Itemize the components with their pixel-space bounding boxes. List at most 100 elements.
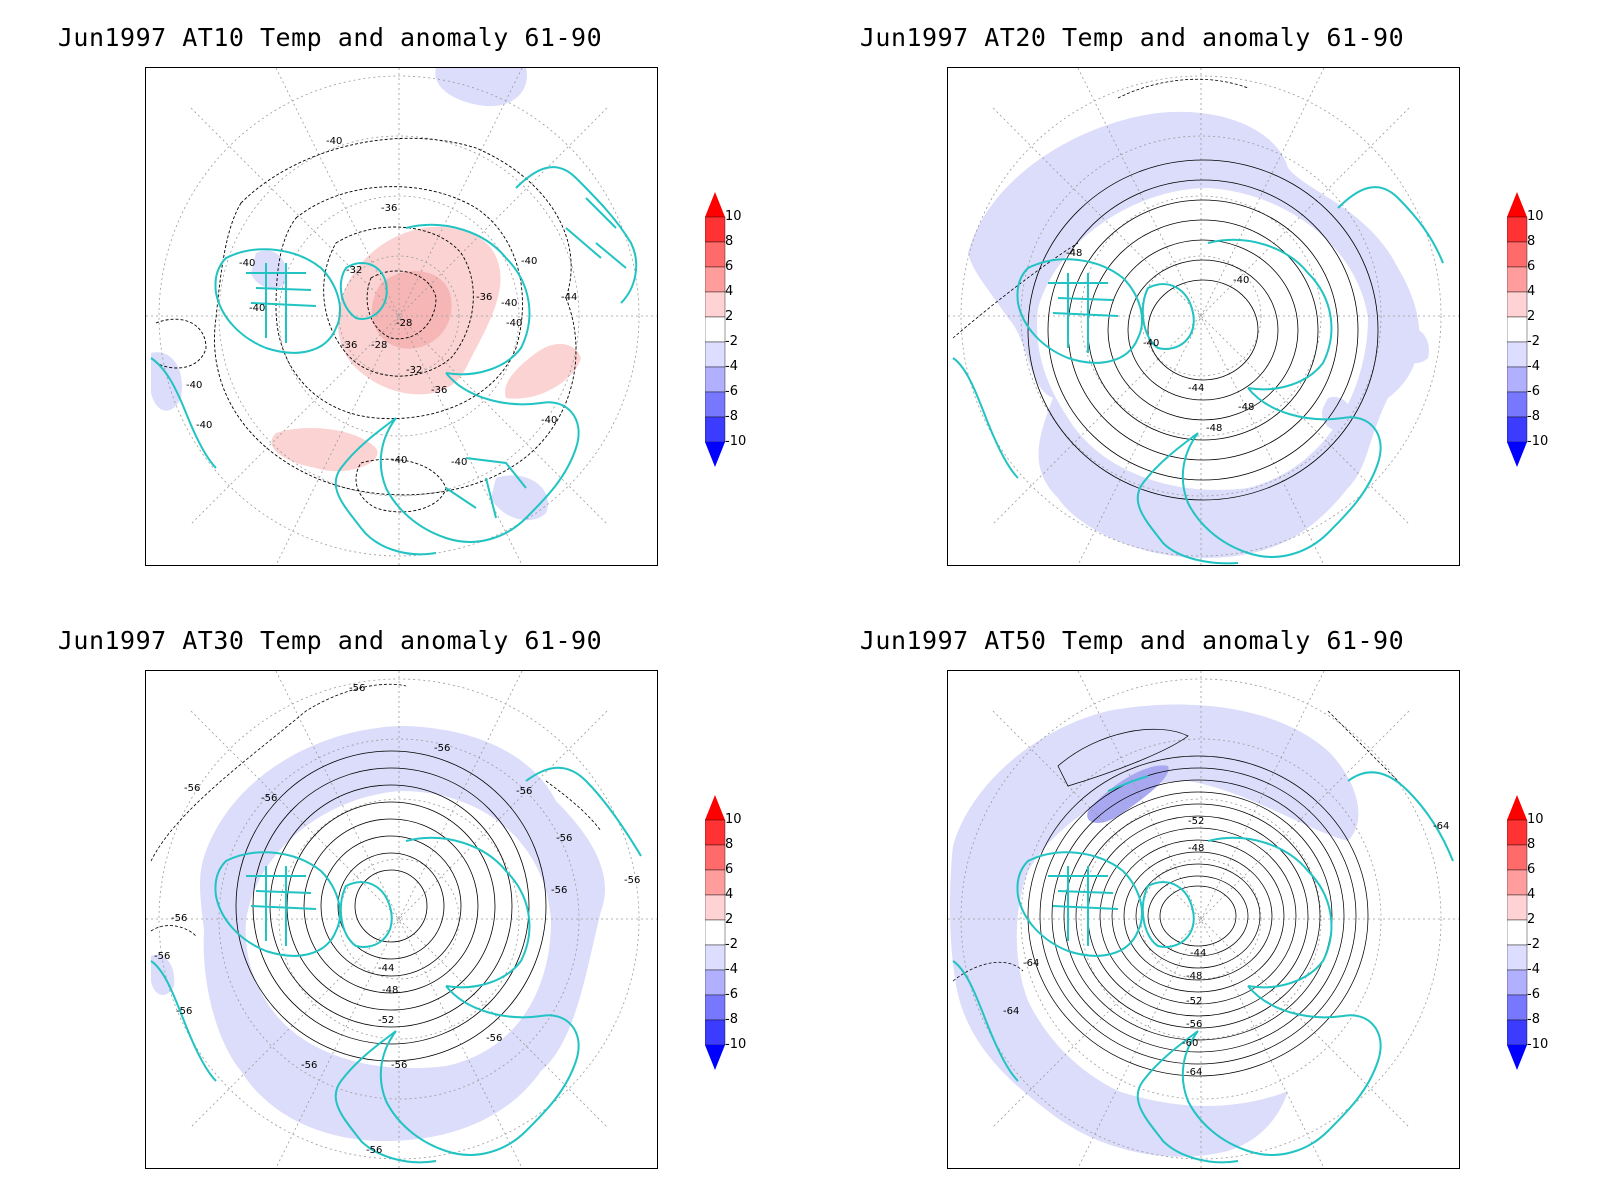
colorbar-swatch xyxy=(1507,341,1528,368)
colorbar-swatch xyxy=(1507,416,1528,443)
contour-label: -56 xyxy=(556,833,572,844)
colorbar-swatch xyxy=(705,291,726,318)
contour-label: -56 xyxy=(171,913,187,924)
colorbar-label: -4 xyxy=(1527,359,1540,374)
map-canvas: -40 -36 -32 -28 -28 -36 -32 -36 -40 -40 … xyxy=(146,68,657,565)
contour-label: -56 xyxy=(624,875,640,886)
colorbar: 10 8 6 4 2 -2 -4 -6 -8 -10 xyxy=(1507,795,1567,1075)
contour-label: -48 xyxy=(1066,248,1082,259)
colorbar-swatch xyxy=(1507,1019,1528,1046)
colorbar-swatch xyxy=(1507,919,1528,946)
colorbar-label: -10 xyxy=(1527,1037,1549,1052)
contour-label: -32 xyxy=(406,365,422,376)
colorbar-swatch xyxy=(1507,316,1528,343)
colorbar-label: -4 xyxy=(1527,962,1540,977)
colorbar-swatches xyxy=(1507,192,1528,467)
panel-title: Jun1997 AT50 Temp and anomaly 61-90 xyxy=(859,626,1405,655)
contour-label: -56 xyxy=(366,1145,382,1156)
polar-map: -40 -36 -32 -28 -28 -36 -32 -36 -40 -40 … xyxy=(145,67,658,566)
colorbar-swatch xyxy=(1507,366,1528,393)
panel-at50: Jun1997 AT50 Temp and anomaly 61-90 xyxy=(802,618,1548,1178)
contour-label: -56 xyxy=(486,1033,502,1044)
contour-label: -56 xyxy=(176,1006,192,1017)
colorbar-swatch xyxy=(1507,819,1528,846)
colorbar-label: -10 xyxy=(1527,434,1549,449)
contour-label: -28 xyxy=(396,318,412,329)
colorbar-label: 6 xyxy=(725,259,734,274)
colorbar-swatch xyxy=(1507,994,1528,1021)
colorbar-label: -4 xyxy=(725,962,738,977)
contour-label: -40 xyxy=(1143,338,1159,349)
contour-labels: -40 -40 -44 -48 -48 -48 xyxy=(1066,248,1254,434)
contour-label: -56 xyxy=(1186,1019,1202,1030)
map-canvas: -56 -56 -56 -56 -56 -56 -56 -56 -44 -48 … xyxy=(146,671,657,1168)
contour-label: -40 xyxy=(451,457,467,468)
contour-label: -40 xyxy=(249,303,265,314)
colorbar-label: -10 xyxy=(725,1037,747,1052)
contour-label: -48 xyxy=(1188,843,1204,854)
colorbar-label: -2 xyxy=(725,334,738,349)
anomaly-patch-negative xyxy=(200,726,605,1141)
contour-label: -56 xyxy=(551,885,567,896)
colorbar-label: 10 xyxy=(1527,209,1544,224)
colorbar-arrow-top xyxy=(1507,795,1527,820)
colorbar-label: -6 xyxy=(725,987,738,1002)
panel-at20: Jun1997 AT20 Temp and anomaly 61-90 xyxy=(802,15,1548,575)
coastlines xyxy=(952,186,1444,565)
colorbar-label: 2 xyxy=(1527,309,1536,324)
isotherms xyxy=(150,683,602,1062)
colorbar-swatches xyxy=(1507,795,1528,1070)
colorbar-label: 8 xyxy=(1527,234,1536,249)
contour-label: -56 xyxy=(349,683,365,694)
contour-label: -40 xyxy=(186,380,202,391)
coastlines xyxy=(150,766,642,1164)
colorbar-swatch xyxy=(705,391,726,418)
contour-label: -36 xyxy=(476,292,492,303)
colorbar-label: 10 xyxy=(1527,812,1544,827)
anomaly-patch-positive xyxy=(505,343,581,399)
contour-label: -40 xyxy=(521,256,537,267)
colorbar-label: 6 xyxy=(1527,259,1536,274)
colorbar-swatches xyxy=(705,192,726,467)
contour-label: -40 xyxy=(506,318,522,329)
anomaly-patch-negative xyxy=(1322,397,1352,431)
anomaly-patch-positive xyxy=(271,428,378,472)
map-canvas: -40 -40 -44 -48 -48 -48 xyxy=(948,68,1459,565)
colorbar-label: 2 xyxy=(1527,912,1536,927)
contour-label: -44 xyxy=(1190,948,1206,959)
colorbar-label: -8 xyxy=(725,409,738,424)
contour-label: -52 xyxy=(1186,996,1202,1007)
isotherms xyxy=(155,137,577,513)
colorbar-label: 6 xyxy=(725,862,734,877)
contour-label: -60 xyxy=(1182,1038,1198,1049)
colorbar-swatch xyxy=(1507,291,1528,318)
contour-label: -40 xyxy=(391,455,407,466)
colorbar-swatch xyxy=(705,919,726,946)
colorbar-label: -6 xyxy=(1527,987,1540,1002)
colorbar: 10 8 6 4 2 -2 -4 -6 -8 -10 xyxy=(705,795,765,1075)
anomaly-patch-negative xyxy=(435,68,527,107)
colorbar-label: 10 xyxy=(725,209,742,224)
colorbar-label: 2 xyxy=(725,912,734,927)
colorbar-arrow-bottom xyxy=(1507,1045,1527,1070)
colorbar-swatch xyxy=(705,366,726,393)
colorbar-swatch xyxy=(1507,844,1528,871)
colorbar-swatch xyxy=(705,844,726,871)
colorbar-arrow-bottom xyxy=(1507,442,1527,467)
contour-label: -40 xyxy=(1233,275,1249,286)
colorbar-label: 6 xyxy=(1527,862,1536,877)
colorbar-label: -6 xyxy=(725,384,738,399)
polar-map: -52 -48 -44 -48 -52 -56 -60 -64 -64 -64 … xyxy=(947,670,1460,1169)
colorbar-label: -10 xyxy=(725,434,747,449)
contour-label: -36 xyxy=(341,340,357,351)
colorbar: 10 8 6 4 2 -2 -4 -6 -8 -10 xyxy=(1507,192,1567,472)
contour-label: -36 xyxy=(431,385,447,396)
colorbar-label: -2 xyxy=(1527,334,1540,349)
colorbar-label: 2 xyxy=(725,309,734,324)
contour-label: -52 xyxy=(378,1015,394,1026)
coastlines xyxy=(150,166,638,556)
contour-label: -56 xyxy=(516,786,532,797)
colorbar-swatch xyxy=(705,316,726,343)
polar-map: -56 -56 -56 -56 -56 -56 -56 -56 -44 -48 … xyxy=(145,670,658,1169)
colorbar-arrow-top xyxy=(1507,192,1527,217)
